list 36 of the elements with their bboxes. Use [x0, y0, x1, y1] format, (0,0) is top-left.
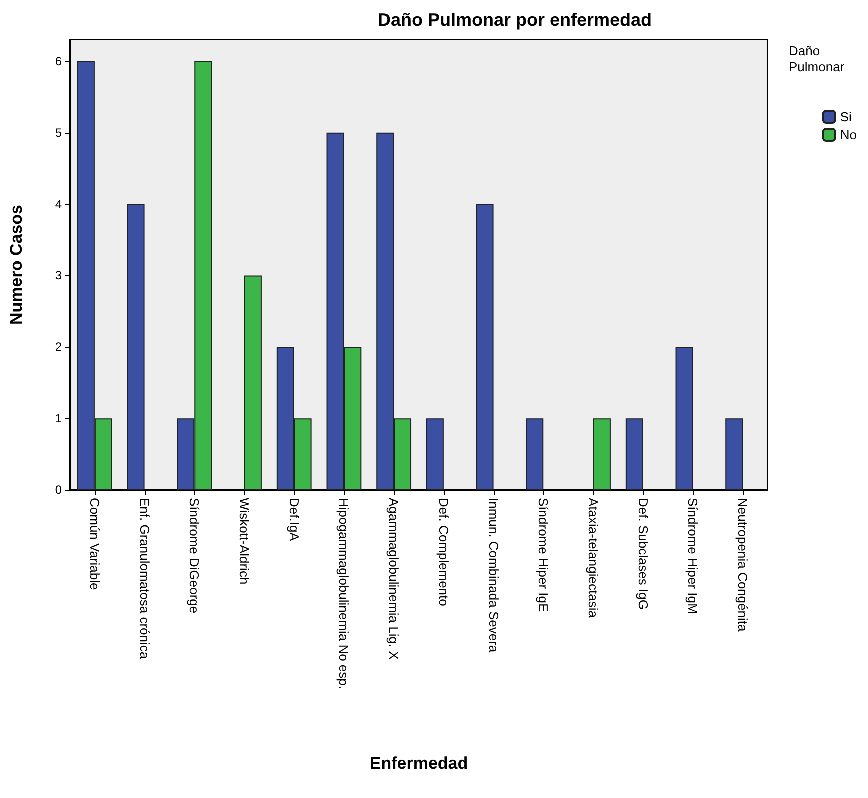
x-tick-label: Común Variable [87, 498, 102, 590]
x-tick-label: Hipogammaglobulinemia No esp. [336, 498, 352, 690]
y-tick-label: 5 [55, 126, 62, 140]
bar [676, 347, 694, 490]
legend-title: Daño Pulmonar [789, 44, 846, 74]
y-axis-title: Numero Casos [7, 205, 26, 325]
x-tick-label: Def. Complemento [436, 498, 452, 606]
bar [626, 418, 644, 490]
y-tick-label: 6 [55, 54, 62, 68]
x-axis-title: Enfermedad [370, 754, 468, 773]
x-tick-label: Def.IgA [286, 498, 302, 542]
x-tick-label: Wiskott-Aldrich [237, 498, 252, 585]
bar [476, 204, 494, 490]
x-tick-label: Ataxia-telangiectasia [586, 498, 601, 619]
bar [594, 418, 611, 490]
x-tick-label: Síndrome Hiper IgM [686, 498, 701, 614]
chart-title: Daño Pulmonar por enfermedad [378, 10, 652, 30]
bar [244, 276, 262, 490]
x-tick-label: Síndrome Hiper IgE [536, 498, 552, 612]
legend-label: No [840, 128, 858, 142]
bar [426, 418, 444, 490]
x-tick-label: Agammaglobulinemia Lig. X [386, 498, 402, 660]
x-tick-label: Neutropenia Congénita [736, 498, 751, 632]
y-tick-label: 2 [55, 340, 62, 354]
y-tick-label: 4 [55, 197, 62, 212]
bar [127, 204, 145, 490]
y-tick-label: 3 [55, 268, 62, 283]
x-tick-label: Enf. Granulomatosa crónica [137, 498, 152, 660]
y-tick-label: 0 [55, 483, 62, 497]
bar [526, 418, 544, 490]
x-tick-label: Inmun. Combinada Severa [486, 498, 502, 654]
bar [726, 418, 744, 490]
legend-label: Si [840, 110, 852, 124]
x-tick-label: Def. Subclases IgG [636, 498, 651, 610]
y-tick-label: 1 [55, 412, 62, 426]
x-tick-label: Síndrome DiGeorge [187, 498, 202, 614]
